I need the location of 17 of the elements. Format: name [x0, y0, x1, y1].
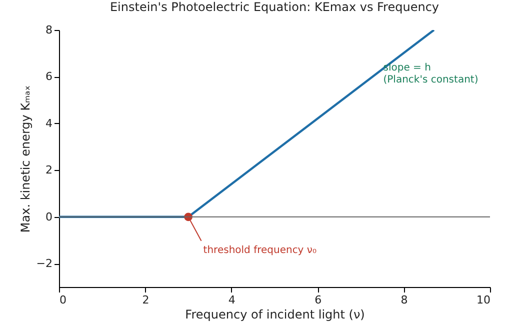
y-tick-label: −2: [36, 257, 52, 270]
x-tick-label: 4: [228, 294, 236, 306]
y-tick-label: 4: [46, 116, 52, 130]
annotation: slope = h (Planck's constant): [383, 62, 478, 86]
x-axis-title: Frequency of incident light (ν): [185, 308, 365, 322]
y-tick-label: 6: [46, 70, 52, 84]
chart-title: Einstein's Photoelectric Equation: KEmax vs Frequency: [110, 0, 440, 14]
x-tick-label: 2: [142, 294, 150, 306]
y-tick-label: 0: [46, 210, 52, 224]
y-tick-label: 8: [46, 24, 52, 36]
y-axis-title: Max. kinetic energy Kₘₐₓ: [18, 85, 32, 233]
y-tick-label: 2: [46, 164, 52, 177]
annotation: threshold frequency ν₀: [203, 244, 317, 256]
x-tick-label: 10: [476, 294, 490, 306]
x-tick-label: 6: [314, 294, 322, 306]
x-tick-label: 8: [400, 294, 408, 306]
x-tick-label: 0: [60, 294, 66, 306]
